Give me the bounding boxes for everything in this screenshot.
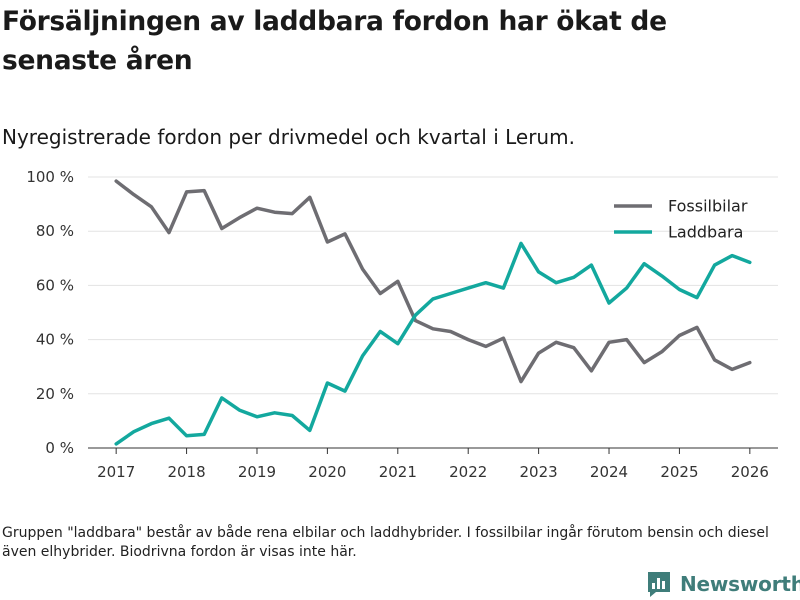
legend-label-fossilbilar: Fossilbilar — [668, 197, 748, 216]
x-tick-label: 2020 — [308, 463, 346, 481]
series-line-laddbara — [114, 241, 752, 446]
x-tick-label: 2019 — [238, 463, 276, 481]
legend-label-laddbara: Laddbara — [668, 223, 743, 242]
chart-title: Försäljningen av laddbara fordon har öka… — [2, 6, 667, 76]
x-tick-label: 2017 — [97, 463, 135, 481]
newsworthy-logo: Newsworthy — [646, 570, 800, 598]
x-tick-label: 2024 — [590, 463, 628, 481]
bar-chart-logo-icon — [648, 572, 670, 597]
logo-text: Newsworthy — [680, 572, 800, 596]
y-tick-label: 40 % — [36, 331, 74, 349]
chart-subtitle: Nyregistrerade fordon per drivmedel och … — [2, 125, 575, 149]
y-tick-label: 80 % — [36, 222, 74, 240]
x-axis: 2017 2018 2019 2020 2021 2022 2023 2024 2025 2026 — [97, 448, 769, 481]
y-tick-label: 100 % — [26, 168, 74, 186]
line-chart: 2017 2018 2019 2020 2021 2022 2023 2024 2025 2026… — [26, 168, 778, 481]
series-lines — [114, 179, 752, 446]
x-tick-label: 2023 — [520, 463, 558, 481]
y-tick-label: 20 % — [36, 385, 74, 403]
y-tick-label: 0 % — [45, 439, 74, 457]
x-tick-label: 2021 — [379, 463, 417, 481]
gridlines — [88, 176, 778, 449]
x-tick-label: 2022 — [449, 463, 487, 481]
y-axis: 0 % 20 % 40 % 60 % 80 % 100 % — [26, 168, 74, 457]
x-tick-label: 2026 — [731, 463, 769, 481]
x-tick-label: 2025 — [660, 463, 698, 481]
x-tick-label: 2018 — [167, 463, 205, 481]
footnote: Gruppen "laddbara" består av både rena e… — [2, 525, 769, 560]
y-tick-label: 60 % — [36, 276, 74, 294]
legend: Fossilbilar Laddbara — [614, 197, 748, 242]
series-line-fossilbilar — [114, 179, 752, 384]
